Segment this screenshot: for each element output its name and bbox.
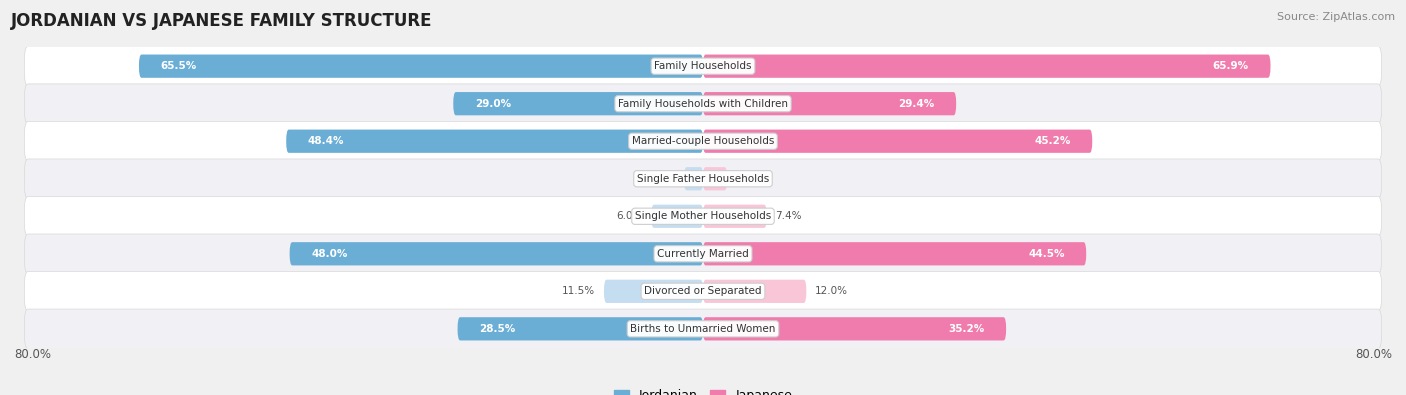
Text: 7.4%: 7.4% (775, 211, 801, 221)
Text: 12.0%: 12.0% (815, 286, 848, 296)
Text: 44.5%: 44.5% (1028, 249, 1064, 259)
FancyBboxPatch shape (703, 242, 1087, 265)
FancyBboxPatch shape (703, 280, 807, 303)
Text: 65.5%: 65.5% (160, 61, 197, 71)
FancyBboxPatch shape (457, 317, 703, 340)
FancyBboxPatch shape (24, 234, 1382, 274)
FancyBboxPatch shape (139, 55, 703, 78)
FancyBboxPatch shape (24, 121, 1382, 161)
Text: 80.0%: 80.0% (14, 348, 51, 361)
FancyBboxPatch shape (24, 159, 1382, 199)
Text: 28.5%: 28.5% (479, 324, 516, 334)
FancyBboxPatch shape (703, 92, 956, 115)
Text: Divorced or Separated: Divorced or Separated (644, 286, 762, 296)
FancyBboxPatch shape (24, 271, 1382, 311)
Text: Single Father Households: Single Father Households (637, 174, 769, 184)
Text: 11.5%: 11.5% (562, 286, 595, 296)
Text: Family Households with Children: Family Households with Children (619, 99, 787, 109)
FancyBboxPatch shape (703, 167, 727, 190)
FancyBboxPatch shape (685, 167, 703, 190)
Text: 6.0%: 6.0% (616, 211, 643, 221)
Text: 35.2%: 35.2% (949, 324, 984, 334)
Text: 48.0%: 48.0% (311, 249, 347, 259)
Text: 29.0%: 29.0% (475, 99, 510, 109)
FancyBboxPatch shape (24, 196, 1382, 236)
FancyBboxPatch shape (24, 84, 1382, 124)
Text: JORDANIAN VS JAPANESE FAMILY STRUCTURE: JORDANIAN VS JAPANESE FAMILY STRUCTURE (11, 12, 433, 30)
Text: Single Mother Households: Single Mother Households (636, 211, 770, 221)
Text: Source: ZipAtlas.com: Source: ZipAtlas.com (1277, 12, 1395, 22)
FancyBboxPatch shape (290, 242, 703, 265)
FancyBboxPatch shape (703, 55, 1271, 78)
FancyBboxPatch shape (287, 130, 703, 153)
Text: 2.8%: 2.8% (735, 174, 762, 184)
FancyBboxPatch shape (703, 317, 1007, 340)
FancyBboxPatch shape (703, 130, 1092, 153)
FancyBboxPatch shape (24, 46, 1382, 86)
Text: 45.2%: 45.2% (1035, 136, 1071, 146)
Text: 29.4%: 29.4% (898, 99, 935, 109)
FancyBboxPatch shape (605, 280, 703, 303)
Text: Married-couple Households: Married-couple Households (631, 136, 775, 146)
Text: 2.2%: 2.2% (650, 174, 675, 184)
Text: 80.0%: 80.0% (1355, 348, 1392, 361)
Text: Family Households: Family Households (654, 61, 752, 71)
Text: 48.4%: 48.4% (308, 136, 344, 146)
FancyBboxPatch shape (453, 92, 703, 115)
Legend: Jordanian, Japanese: Jordanian, Japanese (609, 384, 797, 395)
Text: Currently Married: Currently Married (657, 249, 749, 259)
FancyBboxPatch shape (24, 309, 1382, 349)
FancyBboxPatch shape (651, 205, 703, 228)
Text: 65.9%: 65.9% (1213, 61, 1249, 71)
Text: Births to Unmarried Women: Births to Unmarried Women (630, 324, 776, 334)
FancyBboxPatch shape (703, 205, 766, 228)
